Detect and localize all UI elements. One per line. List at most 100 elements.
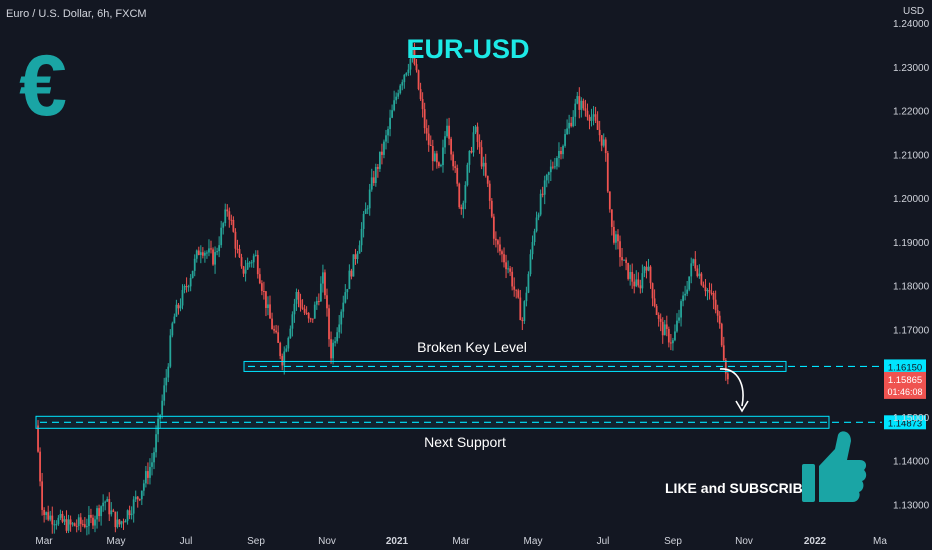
candle-body [649, 266, 652, 284]
candle-body [576, 96, 579, 104]
candle-body [358, 245, 361, 254]
candle-body [332, 342, 334, 359]
candle-body [639, 285, 642, 289]
candle-body [100, 506, 103, 517]
last-price-value: 1.15865 [888, 375, 922, 386]
candle-body [411, 49, 414, 59]
candle-body [366, 208, 369, 210]
candle-body [218, 245, 221, 252]
candle-body [669, 342, 672, 344]
symbol-header[interactable]: Euro / U.S. Dollar, 6h, FXCM [6, 8, 147, 20]
candle-body [562, 145, 564, 155]
candle-body [342, 302, 345, 312]
time-axis[interactable]: Mar May Jul Sep Nov 2021 Mar May Jul Sep Nov 2022 Ma [35, 536, 887, 547]
candle-body [39, 451, 41, 482]
y-tick-label: 1.23000 [893, 63, 930, 74]
candle-body [376, 167, 379, 169]
candle-body [509, 268, 512, 272]
candle-body [482, 162, 485, 167]
candle-body [665, 324, 668, 329]
candle-body [454, 166, 457, 168]
candle-body [79, 517, 82, 524]
candle-body [126, 510, 129, 521]
candle-body [647, 266, 650, 271]
candle-body [635, 279, 638, 287]
candle-body [53, 524, 56, 526]
candle-body [629, 271, 632, 279]
candle-body [265, 291, 267, 308]
candle-body [572, 116, 575, 127]
candle-body [47, 512, 50, 520]
candle-body [238, 249, 241, 258]
candle-body [680, 301, 682, 318]
candle-body [474, 126, 477, 133]
candle-body [612, 226, 615, 243]
candle-body [299, 299, 302, 308]
candle-body [67, 519, 70, 531]
candle-body [279, 342, 282, 357]
candle-body [480, 147, 483, 167]
candle-body [203, 252, 206, 256]
candle-body [303, 308, 306, 313]
candle-body [356, 253, 359, 260]
candle-body [714, 299, 717, 311]
candle-body [228, 211, 231, 220]
y-tick-label: 1.19000 [893, 238, 930, 249]
candle-body [362, 213, 365, 229]
candle-body [65, 519, 68, 531]
candle-body [183, 285, 186, 290]
candle-body [73, 523, 76, 526]
candle-body [712, 293, 715, 300]
candle-body [317, 301, 320, 303]
candle-body [81, 523, 84, 525]
candle-body [698, 273, 701, 277]
candle-body [340, 311, 343, 325]
x-tick-label: Jul [597, 536, 610, 547]
candle-body [114, 511, 117, 528]
candle-body [59, 513, 62, 518]
candle-body [659, 318, 662, 322]
candle-body [244, 269, 247, 274]
candle-body [651, 283, 654, 299]
candle-body [173, 316, 176, 324]
candle-body [364, 209, 367, 214]
candle-body [438, 162, 440, 167]
candle-body [45, 512, 48, 515]
candle-body [527, 274, 530, 293]
candle-body [283, 351, 286, 366]
candle-body [431, 145, 434, 162]
candle-body [484, 162, 487, 176]
candle-body [419, 89, 422, 100]
candle-body [564, 134, 566, 146]
candle-body [307, 313, 310, 319]
candle-body [165, 377, 168, 386]
candle-body [179, 305, 182, 309]
candle-body [85, 526, 88, 528]
candle-body [344, 292, 347, 303]
candle-body [631, 271, 634, 282]
y-tick-label: 1.21000 [893, 150, 930, 161]
candle-body [193, 258, 196, 271]
candle-body [397, 93, 400, 97]
candle-body [350, 270, 353, 277]
candle-body [456, 167, 459, 184]
price-axis[interactable]: 1.24000 1.23000 1.22000 1.21000 1.20000 1.190… [893, 19, 930, 511]
candle-body [250, 262, 253, 264]
candle-body [537, 214, 540, 218]
candle-body [153, 452, 155, 463]
candle-body [289, 328, 292, 338]
candle-body [267, 304, 269, 308]
candle-body [55, 524, 58, 526]
candle-body [195, 250, 198, 259]
level-zone[interactable] [35, 415, 830, 429]
candle-body [511, 271, 514, 287]
candle-body [189, 277, 192, 287]
candle-body [346, 289, 349, 293]
x-tick-label: Ma [873, 536, 887, 547]
candle-body [621, 257, 623, 261]
candles-layer [37, 39, 729, 536]
candle-body [149, 466, 151, 478]
candle-body [486, 175, 489, 184]
candle-body [427, 133, 430, 145]
